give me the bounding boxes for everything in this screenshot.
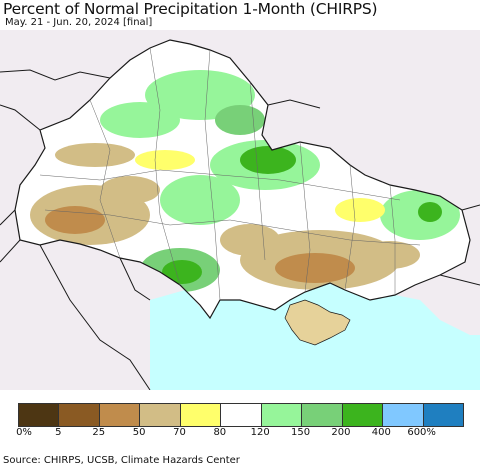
crimea-land <box>284 299 351 346</box>
legend-tick-label: 600% <box>407 427 436 438</box>
precip-field <box>15 40 470 318</box>
legend-swatch <box>423 404 463 426</box>
ukraine-border <box>14 39 471 320</box>
legend-swatch <box>383 404 424 426</box>
legend-ticks: 0% 5 25 50 70 80 120 150 200 400 600% <box>0 427 480 441</box>
legend-tick-label: 50 <box>132 427 146 438</box>
map-canvas <box>0 30 480 390</box>
precipitation-map <box>0 30 480 390</box>
source-credit: Source: CHIRPS, UCSB, Climate Hazards Ce… <box>3 455 240 466</box>
legend-swatch <box>99 404 141 426</box>
legend-swatch <box>180 404 222 426</box>
oblast-boundaries <box>39 47 421 301</box>
map-title: Percent of Normal Precipitation 1-Month … <box>3 0 378 18</box>
legend-swatch <box>342 404 384 426</box>
legend-swatch <box>261 404 303 426</box>
legend-swatch <box>59 404 100 426</box>
legend-swatch <box>19 404 60 426</box>
neighbor-borders <box>0 69 480 390</box>
legend-tick-label: 80 <box>213 427 227 438</box>
legend-swatch <box>302 404 343 426</box>
legend-tick-label: 70 <box>173 427 186 438</box>
legend-tick-label: 400 <box>371 427 391 438</box>
legend-tick-label: 0% <box>16 427 32 438</box>
color-legend <box>18 403 464 427</box>
legend-tick-label: 150 <box>290 427 311 438</box>
date-range-subtitle: May. 21 - Jun. 20, 2024 [final] <box>5 17 153 28</box>
legend-swatch <box>140 404 181 426</box>
legend-tick-label: 120 <box>250 427 270 438</box>
legend-tick-label: 200 <box>331 427 351 438</box>
legend-tick-label: 25 <box>92 427 106 438</box>
legend-tick-label: 5 <box>55 427 62 438</box>
legend-swatch <box>221 404 262 426</box>
